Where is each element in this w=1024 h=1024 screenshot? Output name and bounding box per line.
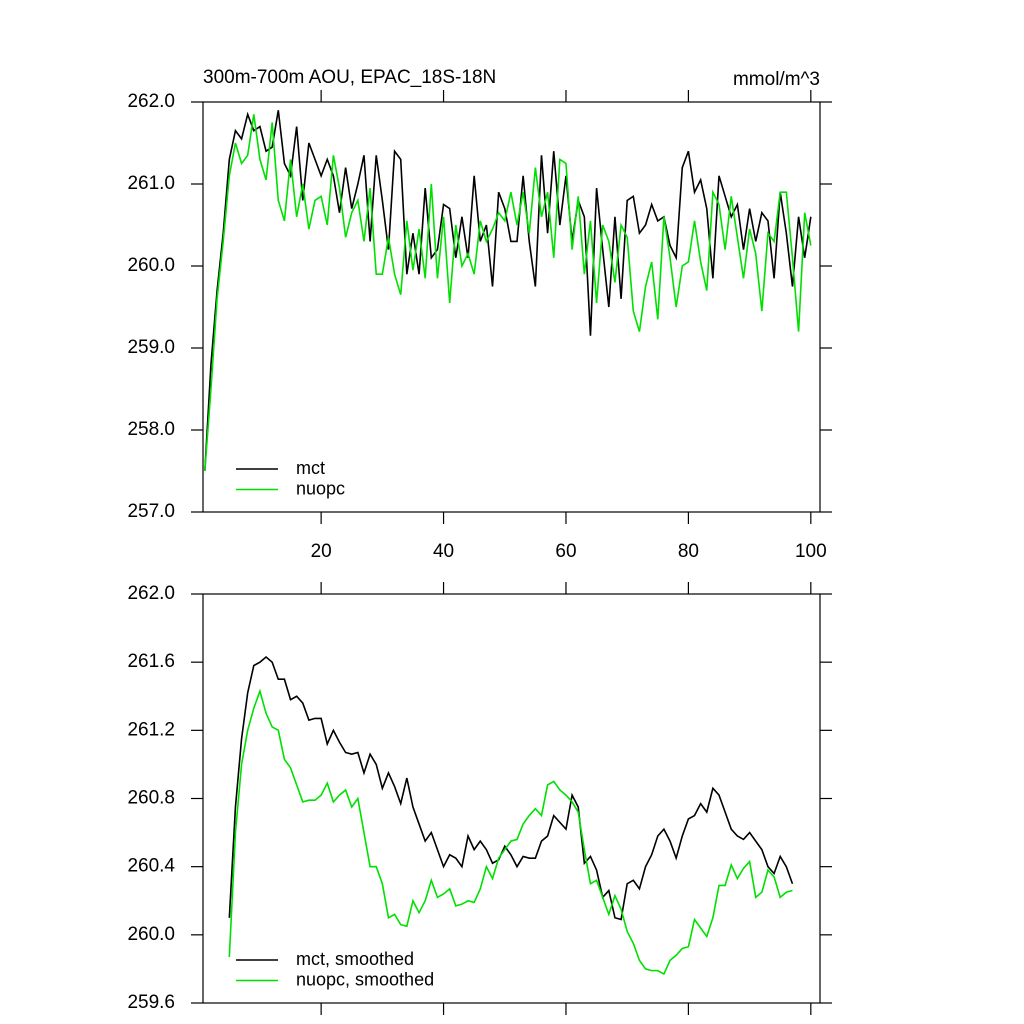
y-tick-label: 258.0 [127,419,175,440]
units-label: mmol/m^3 [733,69,820,90]
y-tick-label: 261.2 [127,719,175,740]
y-tick-label: 262.0 [127,91,175,112]
legend-label: nuopc, smoothed [296,969,434,989]
chart-title: 300m-700m AOU, EPAC_18S-18N [203,67,496,88]
series-line [228,688,793,976]
x-tick-label: 60 [555,541,576,562]
x-tick-label: 80 [678,541,699,562]
plot-frame [202,101,821,513]
y-tick-label: 259.0 [127,337,175,358]
y-tick-label: 260.0 [127,255,175,276]
y-tick-label: 261.0 [127,173,175,194]
y-tick-label: 262.0 [127,583,175,604]
y-tick-label: 260.0 [127,924,175,945]
x-tick-label: 100 [795,541,827,562]
y-tick-label: 260.4 [127,856,175,877]
y-tick-label: 261.6 [127,651,175,672]
series-line [204,114,812,472]
y-tick-label: 260.8 [127,788,175,809]
x-tick-label: 20 [311,541,332,562]
y-tick-label: 259.6 [127,992,175,1013]
legend-label: mct, smoothed [296,949,414,969]
plot-frame [202,593,821,1004]
series-line [228,656,794,921]
legend-label: nuopc [296,478,345,498]
series-line [204,110,812,472]
legend-label: mct [296,458,325,478]
x-tick-label: 40 [433,541,454,562]
y-tick-label: 257.0 [127,501,175,522]
